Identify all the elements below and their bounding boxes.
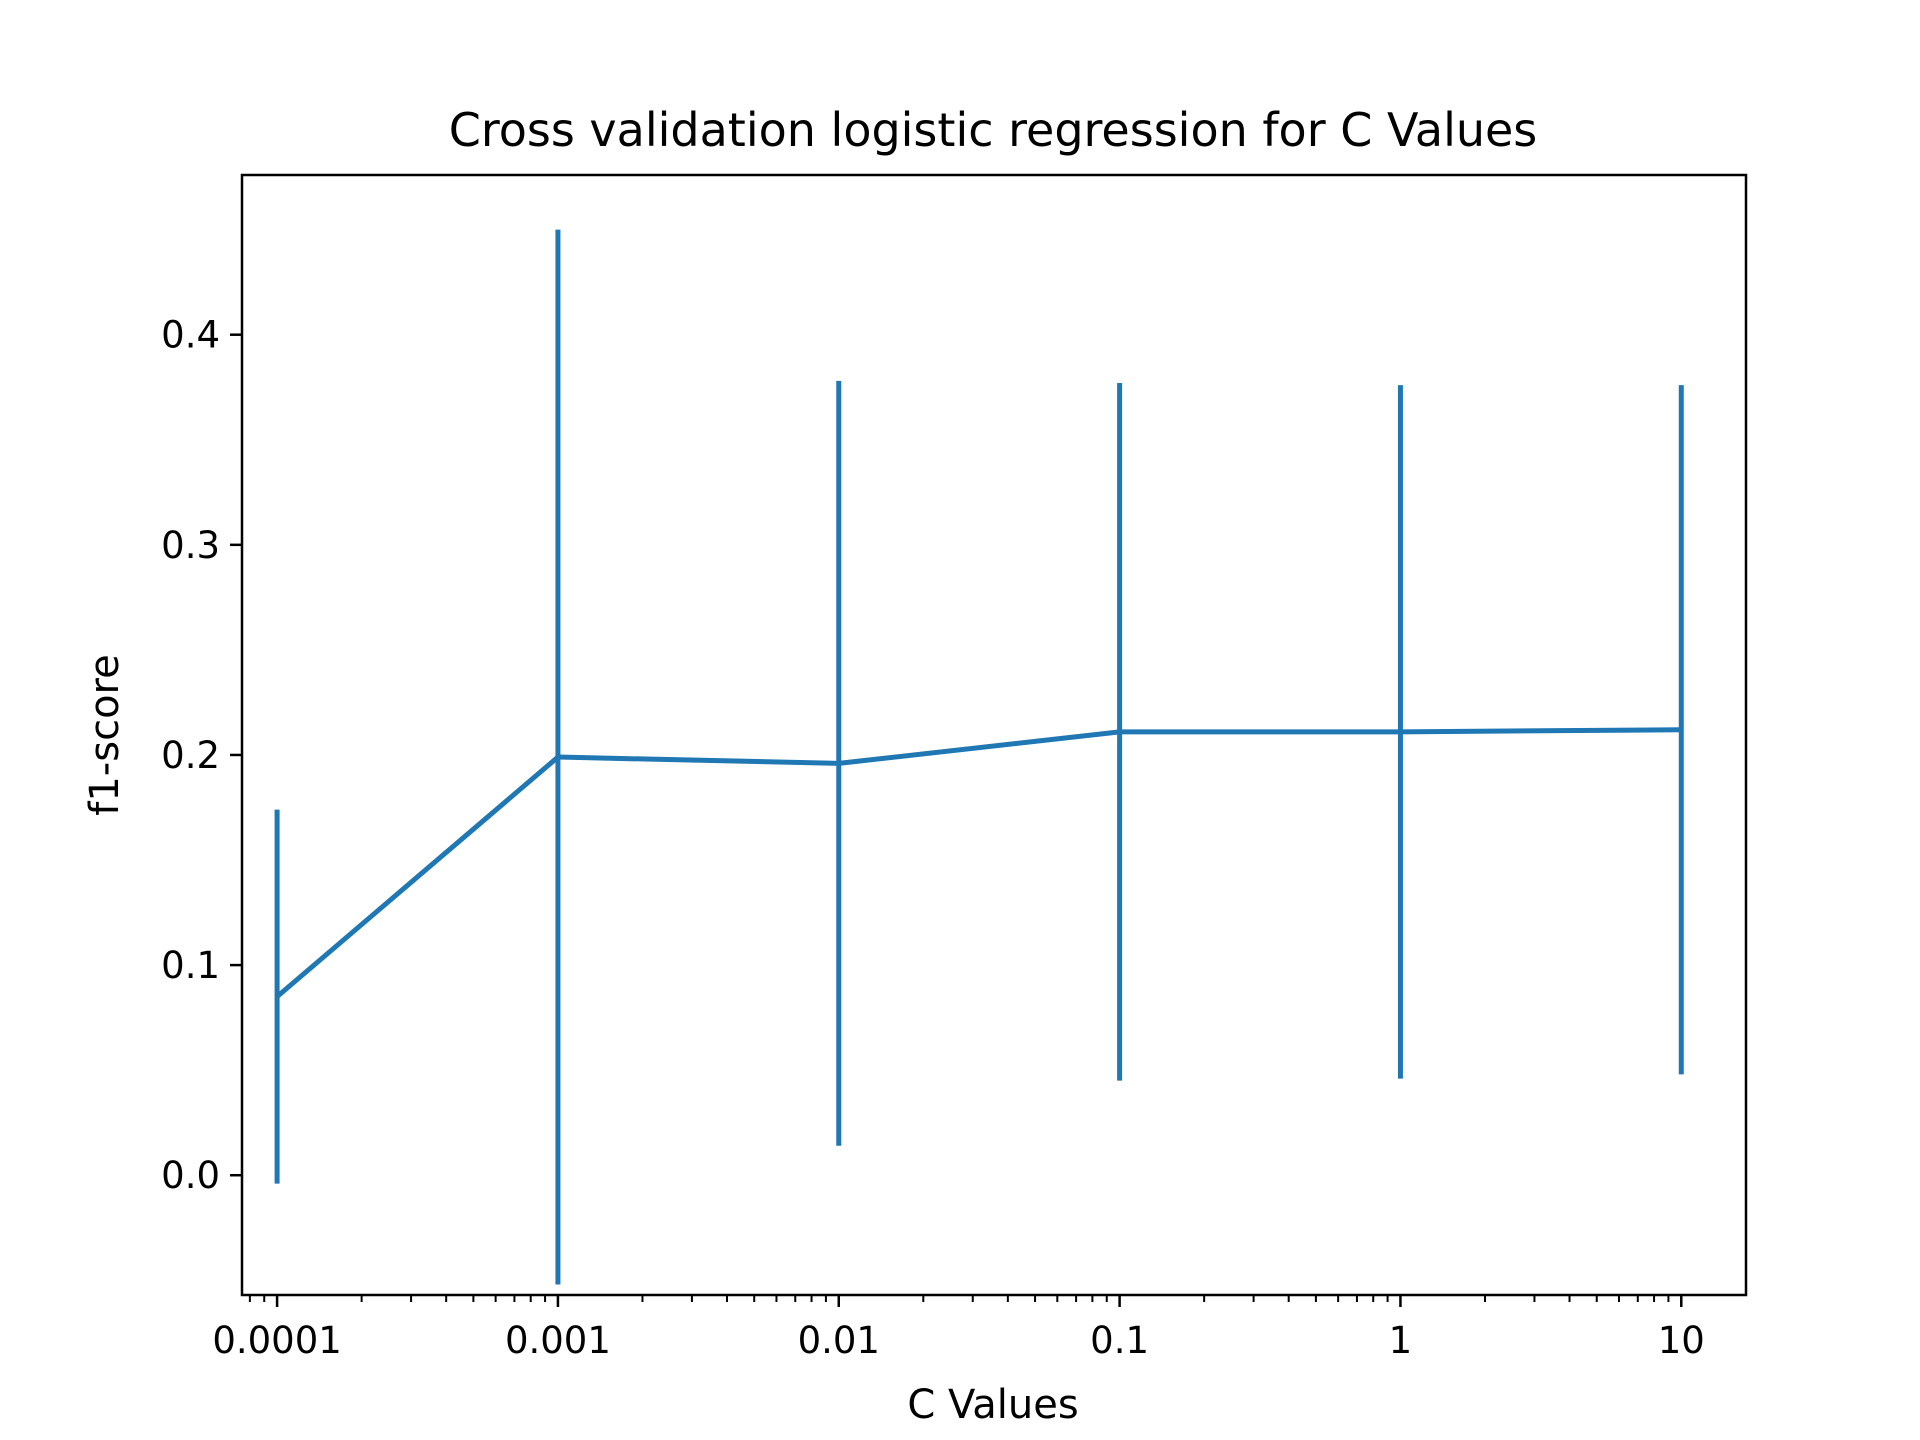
x-tick-label: 10 (1658, 1319, 1705, 1362)
axes-frame (240, 173, 1748, 1297)
series-line (275, 727, 1682, 999)
x-axis: 0.0001 0.001 0.01 0.1 1 10 (212, 1295, 1705, 1362)
x-tick-label: 0.001 (505, 1319, 611, 1362)
x-tick-label: 1 (1389, 1319, 1413, 1362)
y-tick-label: 0.4 (161, 314, 220, 357)
y-tick-label: 0.1 (161, 944, 220, 987)
x-tick-label: 0.01 (798, 1319, 880, 1362)
chart-title: Cross validation logistic regression for… (449, 103, 1538, 157)
y-axis-label: f1-score (82, 654, 128, 815)
plot-area (274, 229, 1684, 1285)
y-tick-label: 0.3 (161, 524, 220, 567)
x-tick-label: 0.0001 (212, 1319, 341, 1362)
x-tick-label: 0.1 (1090, 1319, 1149, 1362)
y-axis: 0.0 0.1 0.2 0.3 0.4 (161, 314, 242, 1197)
y-tick-label: 0.0 (161, 1154, 220, 1197)
y-tick-label: 0.2 (161, 734, 220, 777)
x-axis-label: C Values (907, 1382, 1078, 1428)
